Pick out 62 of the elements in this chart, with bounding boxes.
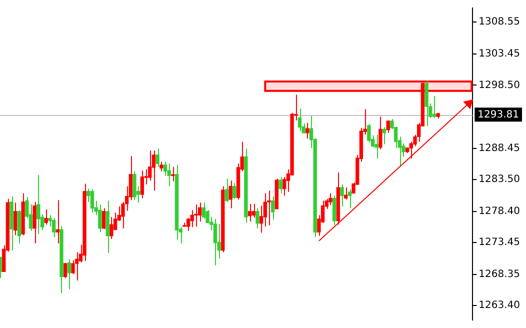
candlestick	[71, 260, 75, 275]
candlestick	[186, 218, 190, 232]
candlestick	[306, 122, 310, 140]
candlestick	[67, 258, 71, 290]
candlestick	[140, 170, 144, 199]
candlestick	[382, 126, 386, 145]
candlestick	[167, 163, 171, 187]
y-tick-label: 1268.35	[478, 269, 520, 280]
candlestick	[228, 180, 232, 209]
candlestick	[148, 150, 152, 182]
candlestick	[190, 210, 194, 228]
candlestick	[98, 204, 102, 233]
candlestick	[36, 174, 40, 234]
y-tick-label: 1308.55	[478, 16, 520, 28]
candlestick	[271, 196, 275, 220]
candlestick	[256, 208, 260, 229]
candlestick	[110, 216, 114, 240]
candlestick	[298, 108, 302, 132]
candlestick	[252, 203, 256, 218]
y-tick-label: 1273.45	[478, 237, 520, 248]
candlestick	[248, 203, 252, 222]
y-tick-label: 1263.40	[478, 300, 520, 312]
candlestick	[259, 205, 264, 234]
candlestick	[348, 188, 352, 209]
candlestick	[63, 262, 68, 278]
candlestick	[344, 187, 348, 200]
candlestick	[152, 150, 156, 192]
candlestick	[160, 161, 164, 172]
candlestick	[202, 202, 206, 220]
candlestick	[328, 192, 332, 206]
y-tick-label: 1303.45	[478, 48, 520, 60]
candlestick	[102, 208, 106, 230]
candlestick	[132, 170, 136, 201]
ref-line-label: 1293.81	[478, 109, 520, 120]
candlestick	[90, 188, 94, 214]
candlestick	[424, 80, 428, 127]
candlestick	[194, 204, 198, 227]
candlestick	[75, 252, 79, 281]
candlestick	[232, 182, 236, 200]
candlestick	[432, 95, 436, 118]
candlestick	[224, 178, 229, 202]
candlestick	[267, 190, 271, 226]
candlestick	[32, 201, 36, 244]
candlestick	[213, 218, 218, 266]
candlestick	[56, 200, 60, 244]
candlestick	[386, 120, 390, 134]
y-tick-label: 1288.45	[478, 142, 520, 154]
candlestick	[163, 161, 168, 176]
candlestick	[278, 176, 282, 194]
candlestick	[340, 184, 344, 207]
candlestick	[52, 218, 56, 238]
candlestick	[282, 176, 286, 196]
candlestick	[378, 116, 382, 150]
candlestick	[14, 202, 18, 236]
y-tick-label: 1283.50	[478, 174, 520, 185]
candlestick	[332, 195, 336, 226]
y-tick-label: 1298.50	[478, 80, 520, 91]
y-tick-label: 1278.40	[478, 206, 520, 217]
candlestick	[156, 148, 160, 168]
candlestick	[171, 166, 175, 182]
candlestick	[367, 124, 371, 143]
candlestick	[44, 209, 48, 226]
